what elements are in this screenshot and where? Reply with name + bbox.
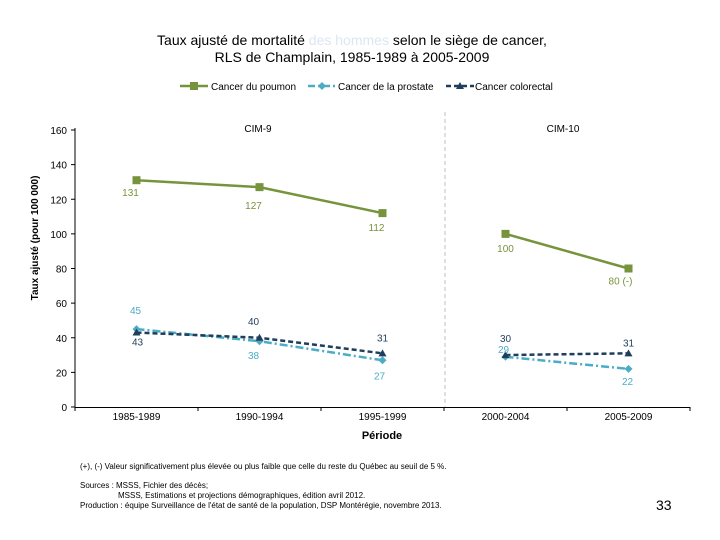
data-label-prostate: 45	[130, 306, 142, 317]
cim-10-label: CIM-10	[547, 124, 580, 135]
data-label-prostate: 38	[248, 351, 260, 362]
x-tick-label: 1995-1999	[359, 412, 407, 423]
legend-item-prostate: Cancer de la prostate	[308, 82, 434, 93]
data-label-prostate: 29	[498, 345, 510, 356]
y-tick-label: 80	[56, 265, 68, 276]
series-markers	[132, 176, 633, 373]
data-label-colorectal: 31	[623, 338, 635, 349]
x-tick-label: 2000-2004	[482, 412, 530, 423]
marker-lung	[624, 264, 633, 273]
data-label-colorectal: 40	[248, 317, 260, 328]
x-ticks: 1985-1989 1990-1994 1995-1999 2000-2004 2005…	[74, 407, 691, 423]
marker-colorectal	[501, 351, 510, 359]
chart-title-highlight: des hommes	[309, 32, 389, 48]
marker-lung	[132, 176, 141, 185]
series-line-lung	[505, 232, 629, 270]
data-label-colorectal: 43	[132, 338, 144, 349]
legend-item-colorectal: Cancer colorectal	[446, 82, 553, 93]
marker-colorectal	[255, 333, 264, 341]
marker-colorectal	[378, 349, 387, 357]
data-labels: 131 127 112 100 80 (-) 45 38 27 29 22 43 40 31 30 31	[122, 188, 634, 388]
legend-marker-prostate	[318, 82, 326, 90]
data-label-lung: 127	[245, 201, 262, 212]
y-tick-label: 60	[56, 299, 68, 310]
x-axis-title: Période	[362, 430, 402, 442]
x-tick-label: 1985-1989	[113, 412, 161, 423]
marker-colorectal	[132, 328, 141, 336]
cim-9-label: CIM-9	[244, 124, 272, 135]
y-tick-label: 140	[50, 161, 67, 172]
data-label-colorectal: 30	[500, 334, 512, 345]
footnote-production: Production : équipe Surveillance de l'ét…	[80, 501, 442, 510]
legend-label-prostate: Cancer de la prostate	[338, 82, 434, 93]
chart-title-line2: RLS de Champlain, 1985-1989 à 2005-2009	[215, 49, 490, 65]
legend-item-lung: Cancer du poumon	[180, 82, 296, 93]
legend-marker-lung	[190, 82, 198, 90]
mortality-chart: Taux ajusté de mortalité des hommes selo…	[30, 32, 691, 442]
chart-title-line1: Taux ajusté de mortalité des hommes selo…	[157, 32, 547, 48]
series-line-prostate	[505, 355, 629, 371]
footnote-sources-1: Sources : MSSS, Fichier des décès;	[80, 481, 209, 490]
y-axis-title: Taux ajusté (pour 100 000)	[30, 176, 41, 301]
data-label-lung: 80 (-)	[609, 277, 633, 288]
y-tick-label: 20	[56, 368, 68, 379]
marker-colorectal	[624, 349, 633, 357]
legend-marker-colorectal	[456, 82, 464, 89]
footnote-significance: (+), (-) Valeur significativement plus é…	[80, 462, 447, 471]
page-number: 33	[656, 497, 672, 513]
x-tick-label: 1990-1994	[236, 412, 284, 423]
data-label-lung: 131	[122, 188, 139, 199]
marker-prostate	[624, 364, 633, 373]
y-tick-label: 40	[56, 334, 68, 345]
legend-label-lung: Cancer du poumon	[211, 82, 296, 93]
data-label-prostate: 22	[622, 377, 634, 388]
x-tick-label: 2005-2009	[605, 412, 653, 423]
y-tick-label: 160	[50, 126, 67, 137]
data-label-lung: 112	[369, 223, 385, 234]
marker-lung	[255, 183, 264, 192]
marker-lung	[501, 229, 510, 238]
series-line-colorectal	[505, 352, 629, 357]
legend-label-colorectal: Cancer colorectal	[475, 82, 553, 93]
y-tick-label: 100	[50, 230, 67, 241]
data-label-prostate: 27	[374, 371, 386, 382]
legend: Cancer du poumon Cancer de la prostate C…	[180, 82, 553, 93]
y-tick-label: 120	[50, 195, 67, 206]
data-label-lung: 100	[497, 244, 514, 255]
y-ticks: 0 20 40 60 80 100 120 140 160	[50, 126, 75, 414]
y-tick-label: 0	[61, 403, 67, 414]
marker-lung	[378, 209, 387, 218]
data-label-colorectal: 31	[377, 333, 389, 344]
footnotes: (+), (-) Valeur significativement plus é…	[80, 462, 447, 511]
marker-prostate	[378, 356, 387, 365]
footnote-sources-2: MSSS, Estimations et projections démogra…	[118, 491, 366, 500]
